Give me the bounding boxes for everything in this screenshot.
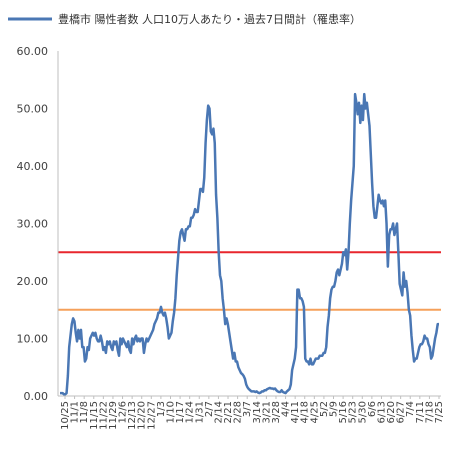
x-tick-label: 3/28 [271, 401, 282, 423]
y-tick-label: 50.00 [17, 103, 49, 116]
x-tick-label: 2/21 [223, 401, 234, 423]
x-tick-label: 12/27 [146, 401, 157, 430]
x-tick-label: 10/25 [60, 401, 71, 430]
x-tick-label: 5/16 [338, 401, 349, 423]
x-tick-label: 7/11 [415, 401, 426, 423]
threshold-lines [58, 251, 441, 311]
x-tick-label: 5/23 [348, 401, 359, 423]
x-tick-label: 5/2 [319, 401, 330, 417]
y-axis-ticks: 0.00 10.00 20.00 30.00 40.00 50.00 60.00 [17, 45, 49, 403]
y-tick-label: 40.00 [17, 160, 49, 173]
x-tick-label: 4/4 [281, 401, 292, 417]
x-tick-label: 3/21 [261, 401, 272, 423]
x-tick-label: 12/13 [127, 401, 138, 430]
x-tick-label: 11/1 [70, 401, 81, 423]
x-tick-label: 7/25 [434, 401, 445, 423]
x-tick-label: 2/28 [233, 401, 244, 423]
x-tick-label: 7/18 [424, 401, 435, 423]
x-tick-label: 12/20 [137, 401, 148, 430]
legend: 豊橋市 陽性者数 人口10万人あたり・過去7日間計（罹患率） [8, 12, 361, 26]
x-tick-label: 1/3 [156, 401, 167, 417]
x-tick-label: 1/24 [185, 401, 196, 423]
x-tick-label: 11/29 [108, 401, 119, 430]
x-tick-label: 1/31 [194, 401, 205, 423]
y-tick-label: 10.00 [17, 333, 49, 346]
y-tick-label: 20.00 [17, 275, 49, 288]
x-tick-label: 5/9 [329, 401, 340, 417]
x-tick-label: 11/8 [79, 401, 90, 423]
x-tick-label: 2/14 [213, 401, 224, 423]
x-tick-label: 6/6 [367, 401, 378, 417]
series-line [60, 92, 439, 396]
y-tick-label: 60.00 [17, 45, 49, 58]
x-tick-label: 4/18 [300, 401, 311, 423]
x-tick-label: 4/11 [290, 401, 301, 423]
y-tick-label: 0.00 [24, 390, 49, 403]
x-tick-label: 6/13 [376, 401, 387, 423]
x-tick-label: 2/7 [204, 401, 215, 417]
x-tick-label: 1/17 [175, 401, 186, 423]
x-tick-label: 11/15 [89, 401, 100, 430]
x-tick-label: 3/14 [252, 401, 263, 423]
x-tick-label: 6/27 [396, 401, 407, 423]
x-tick-label: 5/30 [357, 401, 368, 423]
series-layer [60, 92, 439, 396]
x-tick-label: 1/10 [165, 401, 176, 423]
x-tick-label: 12/6 [118, 401, 129, 423]
y-tick-label: 30.00 [17, 218, 49, 231]
x-axis-ticks: 10/2511/111/811/1511/2211/2912/612/1312/… [60, 396, 445, 430]
x-tick-label: 6/20 [386, 401, 397, 423]
x-tick-label: 3/7 [242, 401, 253, 417]
x-tick-label: 11/22 [98, 401, 109, 430]
legend-label: 豊橋市 陽性者数 人口10万人あたり・過去7日間計（罹患率） [58, 12, 361, 26]
x-tick-label: 7/4 [405, 401, 416, 417]
x-tick-label: 4/25 [309, 401, 320, 423]
